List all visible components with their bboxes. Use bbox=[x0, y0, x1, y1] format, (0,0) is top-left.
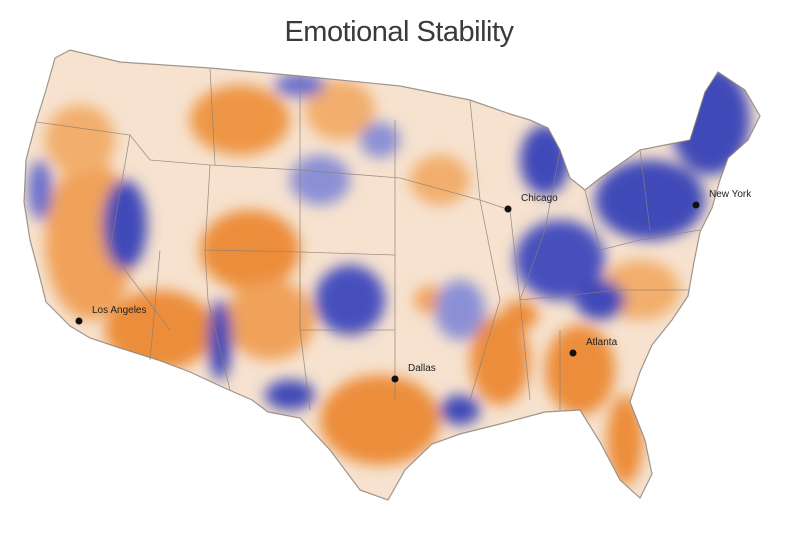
city-dot bbox=[569, 349, 577, 357]
region-ohio-valley bbox=[515, 220, 605, 300]
region-south-dakota bbox=[290, 155, 350, 205]
region-new-mexico bbox=[225, 280, 315, 360]
city-label: Los Angeles bbox=[92, 305, 147, 316]
region-arizona-strip bbox=[208, 300, 232, 380]
region-southwest bbox=[105, 290, 215, 370]
region-appalachia bbox=[575, 280, 625, 320]
region-nevada bbox=[103, 180, 147, 270]
region-kansas bbox=[315, 265, 385, 335]
city-label: Dallas bbox=[408, 363, 436, 374]
map-title: Emotional Stability bbox=[284, 16, 514, 48]
region-missouri bbox=[435, 280, 485, 340]
city-dot bbox=[504, 205, 512, 213]
region-north-coast bbox=[28, 160, 52, 220]
state-borders bbox=[23, 49, 761, 501]
city-atlanta: Atlanta bbox=[569, 337, 618, 357]
city-new-york: New York bbox=[692, 189, 752, 209]
city-dot bbox=[692, 201, 700, 209]
region-north-dakota bbox=[305, 80, 375, 140]
region-oregon bbox=[45, 105, 115, 175]
city-dot bbox=[75, 317, 83, 325]
region-minnesota bbox=[360, 122, 400, 158]
region-west-texas bbox=[265, 380, 315, 410]
region-louisiana bbox=[440, 395, 480, 425]
region-mississippi bbox=[470, 315, 530, 405]
city-chicago: Chicago bbox=[504, 193, 558, 213]
region-tennessee-spot bbox=[502, 300, 538, 330]
city-dot bbox=[391, 375, 399, 383]
region-montana bbox=[190, 85, 290, 155]
city-dallas: Dallas bbox=[391, 363, 436, 383]
city-label: Chicago bbox=[521, 193, 558, 204]
city-label: Atlanta bbox=[586, 337, 618, 348]
region-georgia bbox=[545, 325, 615, 415]
region-pennsylvania bbox=[595, 160, 705, 240]
region-michigan bbox=[520, 125, 570, 195]
region-texas bbox=[320, 375, 440, 465]
region-iowa bbox=[410, 155, 470, 205]
region-new-england bbox=[670, 65, 750, 175]
city-markers: Los Angeles Chicago New York Dallas Atla… bbox=[75, 189, 752, 383]
city-label: New York bbox=[709, 189, 752, 200]
city-los-angeles: Los Angeles bbox=[75, 305, 147, 325]
region-colorado bbox=[200, 210, 300, 290]
region-florida bbox=[607, 395, 643, 485]
